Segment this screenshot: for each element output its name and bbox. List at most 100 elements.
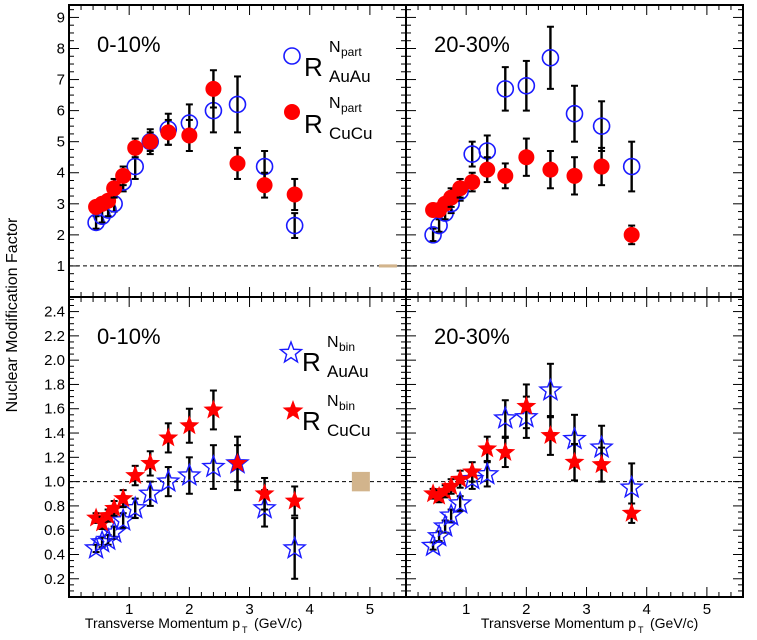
data-point-filled-star	[591, 454, 612, 474]
y-tick-label: 2.0	[44, 352, 65, 369]
x-axis-title-right: Transverse Momentum p T (GeV/c)	[481, 615, 698, 635]
data-point-filled-circle	[464, 174, 481, 191]
data-point-filled-star	[462, 461, 483, 481]
data-point-filled-star	[254, 483, 275, 503]
legend-top-auau-R: R	[304, 52, 323, 82]
data-point-filled-star	[477, 438, 498, 458]
data-point-open-star	[83, 535, 109, 559]
legend-filled-circle-icon	[284, 104, 300, 120]
legend-bottom-cucu-R: R	[302, 406, 321, 436]
x-axis-title-sub: T	[242, 625, 248, 635]
y-tick-label: 0.8	[44, 498, 65, 515]
y-tick-label: 0.6	[44, 522, 65, 539]
data-point-open-circle	[228, 95, 247, 114]
y-tick-label: 1.8	[44, 376, 65, 393]
data-point-filled-circle	[452, 180, 469, 197]
legend-filled-star-icon	[282, 400, 304, 420]
systematic-uncertainty-box	[351, 471, 370, 492]
x-tick-label: 1	[462, 601, 470, 618]
centrality-label: 0-10%	[97, 324, 161, 349]
data-point-filled-star	[423, 483, 444, 503]
y-tick-label: 8	[57, 40, 65, 57]
legend-bottom-auau-R: R	[302, 347, 321, 377]
series-filled-star	[423, 383, 642, 524]
data-point-filled-circle	[593, 158, 610, 175]
legend-open-circle-icon	[283, 47, 301, 65]
y-tick-label: 9	[57, 9, 65, 26]
legend-top: R N part AuAu R N part CuCu	[283, 39, 372, 143]
y-tick-label: 2	[57, 227, 65, 244]
x-axis-title-sub-right: T	[638, 625, 644, 635]
centrality-label: 0-10%	[97, 32, 161, 57]
data-point-open-circle	[126, 157, 144, 176]
data-point-filled-circle	[286, 186, 303, 203]
centrality-label: 20-30%	[434, 32, 510, 57]
y-tick-label: 2.2	[44, 328, 65, 345]
data-point-open-star	[459, 466, 485, 490]
legend-top-cucu-sup: N	[329, 95, 341, 112]
data-point-open-star	[137, 480, 163, 505]
panels-group: 1 2 3 4 5 6 7 8 9 0-10% 20-30% 1 2 3 4 5 0.2 0.4 0.6 0.8 1.0…	[44, 4, 744, 618]
data-point-filled-star	[429, 485, 450, 505]
data-point-filled-circle	[127, 139, 144, 156]
series-filled-circle	[88, 69, 303, 215]
x-tick-label: 2	[522, 601, 530, 618]
x-axis-title-unit: (GeV/c)	[254, 615, 302, 631]
legend-top-auau: R N part AuAu	[283, 39, 371, 86]
data-point-open-star	[110, 507, 136, 531]
y-tick-label: 0.2	[44, 571, 65, 588]
data-point-open-circle	[424, 226, 442, 244]
data-point-open-star	[201, 454, 226, 478]
y-tick-label: 1.0	[44, 474, 65, 491]
svg-text:Transverse Momentum p: Transverse Momentum p	[85, 615, 240, 631]
data-point-filled-star	[227, 452, 248, 472]
data-point-filled-star	[516, 395, 537, 415]
legend-bottom-auau: R N bin AuAu	[278, 334, 369, 381]
x-tick-label: 3	[582, 601, 590, 618]
x-tick-label: 5	[703, 601, 711, 618]
data-point-filled-circle	[256, 177, 273, 194]
series-filled-circle	[425, 137, 640, 246]
y-tick-label: 4	[57, 165, 65, 182]
data-point-open-star	[619, 474, 645, 499]
legend-bottom-auau-sub: AuAu	[327, 362, 369, 381]
data-point-filled-circle	[115, 167, 132, 184]
data-point-open-star	[282, 535, 308, 559]
data-point-open-star	[438, 502, 464, 527]
y-tick-label: 7	[57, 72, 65, 89]
data-point-filled-star	[540, 424, 561, 444]
data-point-filled-circle	[229, 155, 246, 172]
panel-top-left: 1 2 3 4 5 6 7 8 9 0-10%	[57, 4, 407, 298]
data-point-filled-star	[564, 451, 585, 471]
data-point-filled-star	[86, 507, 107, 527]
data-point-open-circle	[517, 76, 536, 95]
y-tick-label: 6	[57, 103, 65, 120]
y-tick-label: 0.4	[44, 546, 65, 563]
data-point-filled-star	[125, 465, 146, 485]
data-point-filled-star	[495, 441, 516, 461]
y-tick-label: 1.4	[44, 425, 65, 442]
legend-top-cucu-sub: CuCu	[329, 124, 372, 143]
legend-bottom-auau-sup: N	[327, 334, 339, 351]
legend-top-auau-supsub: part	[341, 45, 362, 59]
data-point-filled-star	[441, 475, 462, 495]
data-point-filled-circle	[497, 167, 514, 184]
data-point-filled-star	[158, 427, 179, 447]
data-point-filled-star	[203, 399, 224, 419]
data-point-filled-circle	[518, 149, 535, 166]
y-tick-label: 1	[57, 258, 65, 275]
series-open-star	[420, 362, 645, 557]
x-tick-label: 4	[306, 601, 314, 618]
data-point-open-circle	[541, 49, 560, 67]
x-tick-label: 1	[125, 601, 133, 618]
data-point-open-star	[155, 468, 181, 493]
y-tick-label: 1.6	[44, 401, 65, 418]
x-axis-title-main-right: Transverse Momentum p	[481, 615, 636, 631]
series-filled-star	[86, 389, 305, 532]
legend-bottom-cucu-sub: CuCu	[327, 421, 370, 440]
legend-top-cucu-supsub: part	[341, 101, 362, 115]
legend-top-cucu: R N part CuCu	[284, 95, 372, 143]
panel-bottom-right: 1 2 3 4 5 20-30%	[405, 296, 744, 618]
data-point-filled-circle	[181, 127, 198, 144]
